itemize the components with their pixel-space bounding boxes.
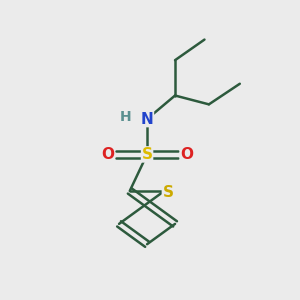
Text: N: N [141,112,153,127]
Text: S: S [142,147,153,162]
Text: O: O [180,147,193,162]
Text: O: O [101,147,114,162]
Text: H: H [120,110,132,124]
Text: S: S [162,185,173,200]
